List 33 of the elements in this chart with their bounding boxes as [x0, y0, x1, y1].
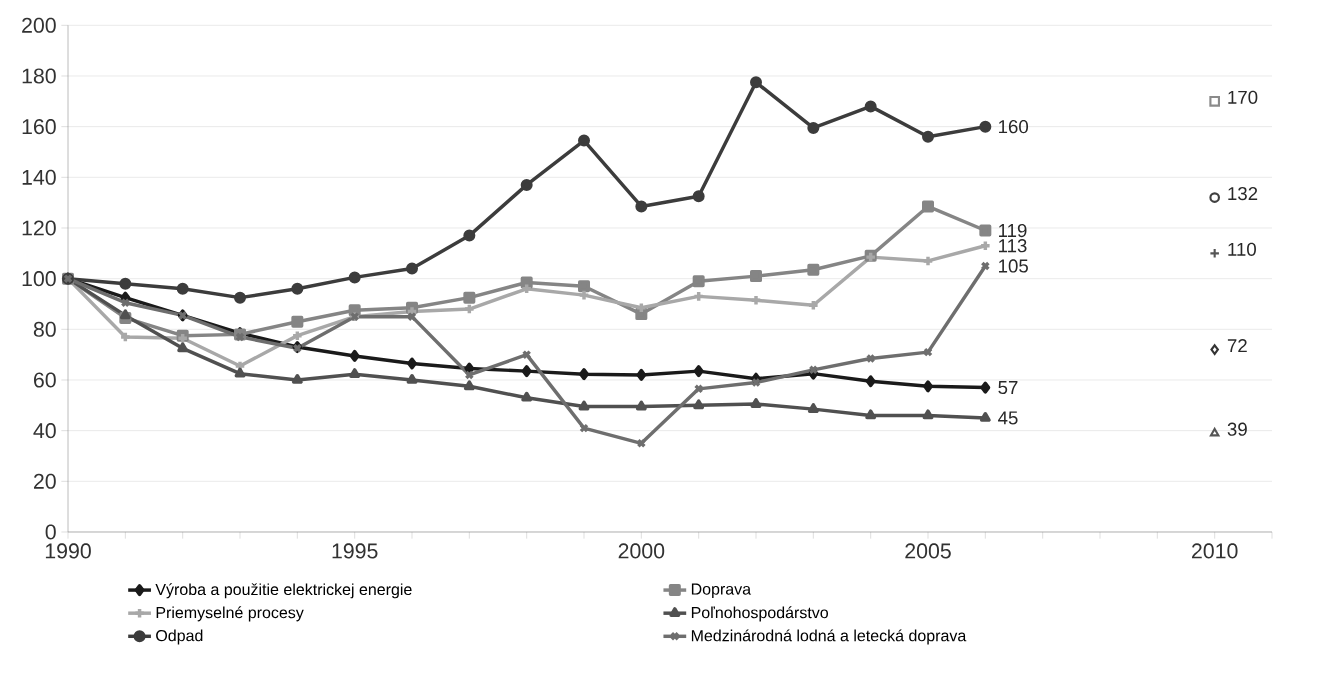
data-label: 113 — [999, 239, 1027, 253]
legend-label: Výroba a použitie elektrickej energie — [155, 583, 412, 599]
x-tick-label: 2000 — [618, 543, 665, 559]
y-tick-label: 140 — [22, 169, 56, 185]
y-tick-label: 80 — [33, 321, 56, 337]
y-tick-label: 60 — [34, 372, 56, 388]
y-tick-label: 120 — [22, 220, 56, 236]
data-label: 57 — [998, 381, 1018, 395]
y-tick-label: 40 — [33, 423, 56, 439]
x-tick-label: 2005 — [905, 543, 951, 559]
x-tick-label: 2010 — [1192, 543, 1238, 559]
data-label: 132 — [1228, 186, 1258, 201]
data-label: 160 — [999, 120, 1029, 134]
legend-label: Medzinárodná lodná a letecká doprava — [691, 629, 967, 645]
y-tick-label: 100 — [22, 271, 56, 287]
legend-label: Odpad — [156, 629, 203, 645]
data-label: 72 — [1227, 339, 1247, 353]
data-label: 170 — [1228, 90, 1258, 104]
y-tick-label: 180 — [22, 68, 56, 84]
data-label: 110 — [1228, 242, 1256, 256]
data-label: 119 — [999, 223, 1027, 238]
y-tick-label: 0 — [45, 524, 56, 540]
data-label: 39 — [1227, 422, 1247, 436]
y-tick-label: 20 — [33, 473, 56, 489]
data-label: 105 — [999, 259, 1028, 273]
y-tick-label: 160 — [22, 119, 56, 135]
legend-label: Poľnohospodárstvo — [691, 606, 828, 622]
x-tick-label: 1995 — [332, 543, 378, 559]
data-label: 45 — [998, 411, 1018, 425]
y-tick-label: 200 — [22, 17, 56, 33]
legend-label: Doprava — [691, 583, 752, 598]
x-tick-label: 1990 — [45, 543, 91, 559]
legend-label: Priemyselné procesy — [156, 606, 304, 622]
